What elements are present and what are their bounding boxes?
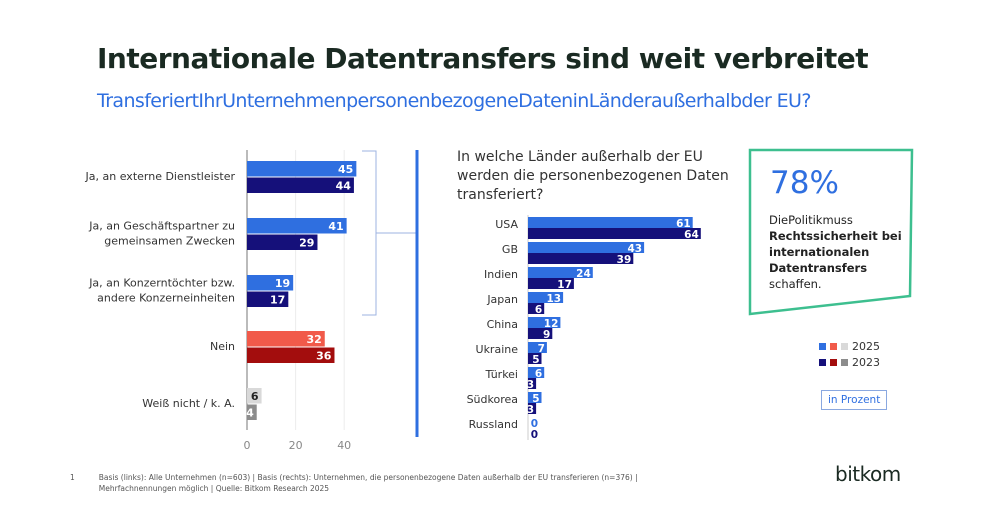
category-label: gemeinsamen Zwecken <box>104 235 235 248</box>
data-label: 12 <box>544 318 559 330</box>
data-label: 9 <box>543 329 550 341</box>
bar-2025 <box>528 367 545 378</box>
callout-value: 78% <box>770 165 839 201</box>
bar-2023 <box>247 404 257 420</box>
data-label: 6 <box>251 390 259 403</box>
category-label: Türkei <box>484 368 518 381</box>
category-label: GB <box>502 243 518 256</box>
category-label: Ja, an Geschäftspartner zu <box>88 220 235 233</box>
bar-2023 <box>247 347 335 363</box>
data-label: 24 <box>576 268 591 280</box>
callout-text: DiePolitikmuss Rechtssicherheit bei inter… <box>769 213 902 291</box>
bar-2025 <box>528 317 561 328</box>
data-label: 45 <box>338 163 353 176</box>
bar-2023 <box>528 278 574 289</box>
category-label: Russland <box>469 418 518 431</box>
data-label: 17 <box>270 294 285 307</box>
data-label: 39 <box>617 254 632 266</box>
right-chart-title: In welche Länder außerhalb der EU werden… <box>457 149 729 203</box>
footnote: 1 Basis (links): Alle Unternehmen (n=603)… <box>70 473 638 493</box>
bar-2023 <box>528 328 553 339</box>
data-label: 43 <box>627 243 642 255</box>
bar-2025 <box>528 342 547 353</box>
category-label: Südkorea <box>467 393 518 406</box>
data-label: 0 <box>531 418 538 430</box>
bar-2023 <box>247 291 289 307</box>
data-label: 32 <box>306 333 321 346</box>
page-title: Internationale Datentransfers sind weit … <box>97 42 869 75</box>
category-label: USA <box>495 218 518 231</box>
category-label: andere Konzerneinheiten <box>97 292 235 305</box>
data-label: 5 <box>532 354 539 366</box>
bar-2025 <box>528 392 542 403</box>
data-label: 5 <box>532 393 539 405</box>
data-label: 61 <box>676 218 691 230</box>
legend-2023: 2023 <box>819 354 880 370</box>
bar-2025 <box>247 275 294 291</box>
bar-2023 <box>247 177 354 193</box>
category-label: Ukraine <box>476 343 519 356</box>
category-label: Nein <box>210 340 235 353</box>
bar-2025 <box>247 218 347 234</box>
data-label: 13 <box>546 293 561 305</box>
bitkom-logo: bitkom <box>835 462 901 486</box>
data-label: 44 <box>336 180 352 193</box>
bar-2025 <box>247 388 262 404</box>
category-label: Ja, an Konzerntöchter bzw. <box>88 277 235 290</box>
data-label: 41 <box>328 220 343 233</box>
callout-box <box>748 148 914 316</box>
bar-2023 <box>528 228 701 239</box>
data-label: 3 <box>527 404 534 416</box>
bar-2025 <box>247 161 357 177</box>
x-tick-label: 40 <box>337 439 351 452</box>
data-label: 19 <box>275 277 290 290</box>
data-label: 17 <box>557 279 572 291</box>
data-label: 4 <box>246 407 254 420</box>
category-label: Weiß nicht / k. A. <box>142 397 235 410</box>
bar-2023 <box>528 353 542 364</box>
category-label: China <box>487 318 518 331</box>
x-tick-label: 20 <box>289 439 303 452</box>
bar-2023 <box>528 403 537 414</box>
bar-2023 <box>528 303 545 314</box>
x-tick-label: 0 <box>244 439 251 452</box>
unit-label: in Prozent <box>821 390 888 410</box>
bar-2025 <box>528 267 593 278</box>
data-label: 3 <box>527 379 534 391</box>
data-label: 6 <box>535 304 542 316</box>
data-label: 64 <box>684 229 699 241</box>
legend-2025: 2025 <box>819 338 880 354</box>
data-label: 6 <box>535 368 542 380</box>
bar-2025 <box>528 217 693 228</box>
bar-2023 <box>528 253 634 264</box>
bracket <box>362 150 377 316</box>
category-label: Ja, an externe Dienstleister <box>85 170 236 183</box>
bar-2025 <box>528 242 645 253</box>
data-label: 0 <box>531 429 538 441</box>
bar-2025 <box>247 331 325 347</box>
category-label: Indien <box>484 268 518 281</box>
page-subtitle: TransferiertIhrUnternehmenpersonenbezoge… <box>97 90 811 112</box>
bar-2023 <box>528 378 537 389</box>
bar-2025 <box>528 292 564 303</box>
bar-2023 <box>247 234 318 250</box>
data-label: 29 <box>299 237 314 250</box>
category-label: Japan <box>486 293 518 306</box>
legend: 2025 2023 <box>819 338 880 370</box>
data-label: 36 <box>316 350 332 363</box>
data-label: 7 <box>538 343 545 355</box>
